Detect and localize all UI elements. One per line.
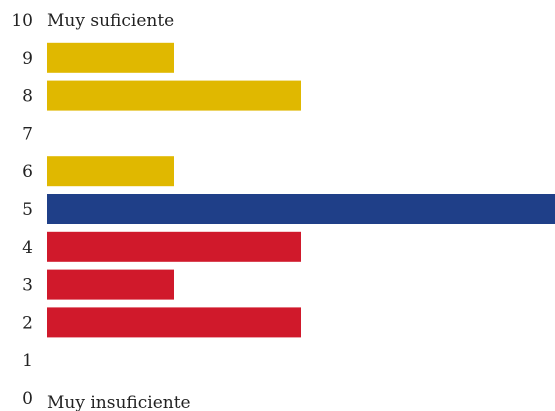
y-tick-label-3: 3 — [22, 276, 33, 296]
y-tick-label-7: 7 — [22, 124, 33, 144]
y-tick-label-10: 10 — [11, 11, 33, 31]
annotation-top-label: Muy suficiente — [47, 11, 174, 31]
y-tick-label-5: 5 — [22, 200, 33, 220]
bar-3 — [47, 269, 174, 300]
bar-5 — [47, 194, 555, 224]
y-tick-label-9: 9 — [22, 49, 33, 69]
y-tick-label-4: 4 — [22, 238, 33, 258]
bar-2 — [47, 307, 301, 338]
bar-6 — [47, 156, 174, 187]
y-tick-label-1: 1 — [22, 351, 33, 371]
bar-4 — [47, 231, 301, 262]
bars — [47, 42, 555, 338]
annotation-bottom-label: Muy insuficiente — [47, 393, 191, 411]
y-tick-label-2: 2 — [22, 313, 33, 333]
bar-8 — [47, 80, 301, 111]
y-tick-label-6: 6 — [22, 162, 33, 182]
bar-9 — [47, 42, 174, 73]
y-tick-label-8: 8 — [22, 87, 33, 107]
y-tick-label-0: 0 — [22, 389, 33, 409]
